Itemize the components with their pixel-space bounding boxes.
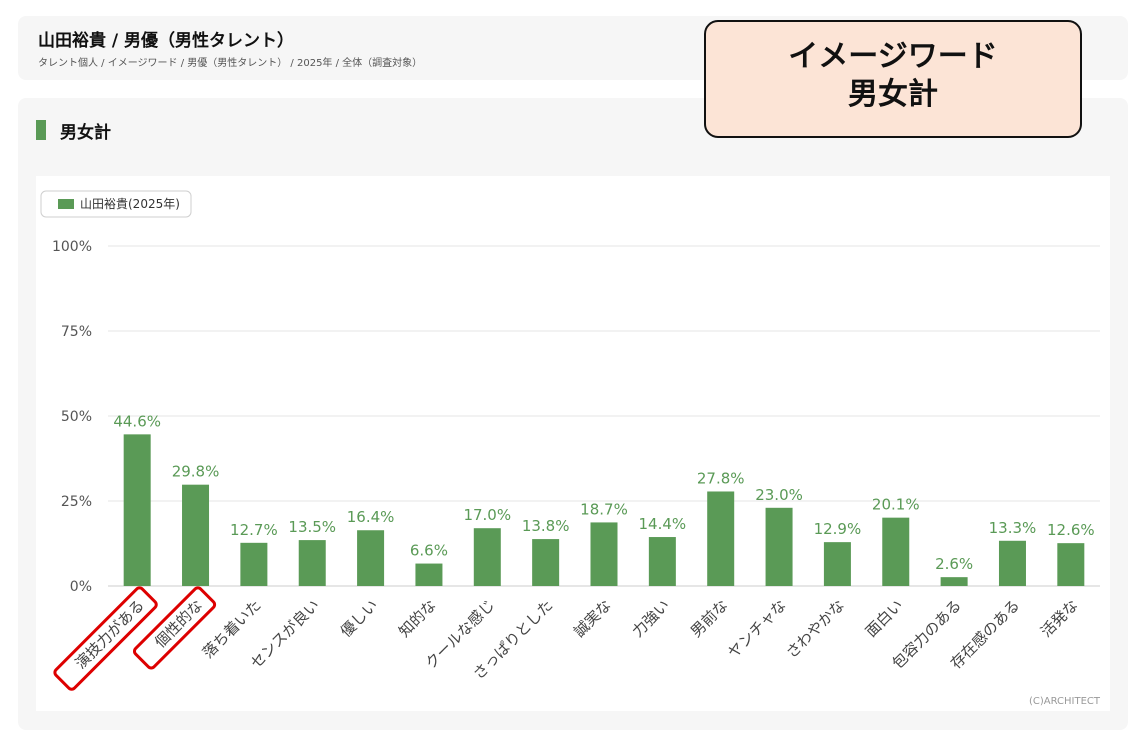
bar — [298, 540, 326, 586]
bar — [648, 537, 676, 586]
category-label: 誠実な — [570, 596, 615, 641]
value-label: 16.4% — [347, 508, 395, 526]
bar — [123, 434, 151, 586]
legend-box — [40, 190, 192, 218]
category-label: 男前な — [687, 596, 732, 641]
legend-label: 山田裕貴(2025年) — [80, 196, 180, 211]
value-label: 12.6% — [1047, 521, 1095, 539]
bar — [765, 507, 793, 586]
bar — [823, 542, 851, 586]
bar — [590, 522, 618, 586]
page-title: 山田裕貴 / 男優（男性タレント） — [38, 31, 295, 51]
legend-swatch — [58, 199, 74, 209]
bar — [357, 530, 385, 586]
y-tick-label: 25% — [61, 494, 92, 510]
category-label: 優しい — [337, 596, 382, 641]
category-label: 活発な — [1037, 596, 1082, 641]
value-label: 27.8% — [697, 469, 745, 487]
value-label: 44.6% — [113, 412, 161, 430]
bar — [415, 563, 443, 586]
value-label: 29.8% — [172, 463, 220, 481]
bar — [532, 539, 560, 586]
value-label: 18.7% — [580, 500, 628, 518]
value-label: 13.8% — [522, 517, 570, 535]
value-label: 6.6% — [410, 542, 448, 560]
bar — [182, 484, 210, 586]
value-label: 2.6% — [935, 555, 973, 573]
highlight-outline — [53, 586, 158, 691]
value-label: 12.7% — [230, 521, 278, 539]
bar — [882, 517, 910, 586]
y-tick-label: 75% — [61, 324, 92, 340]
category-label: 知的な — [395, 596, 440, 641]
value-label: 20.1% — [872, 496, 920, 514]
bar — [707, 491, 735, 586]
category-label: さわやかな — [782, 596, 848, 662]
category-label: 面白い — [862, 596, 907, 641]
callout-line2: 男女計 — [848, 77, 938, 112]
category-label: 演技力がある — [72, 596, 148, 672]
value-label: 12.9% — [814, 520, 862, 538]
highlight-outline — [132, 586, 217, 670]
bar — [473, 528, 501, 586]
section-marker — [36, 120, 46, 140]
y-tick-label: 0% — [70, 579, 92, 595]
y-tick-label: 100% — [52, 239, 92, 255]
section-title: 男女計 — [60, 123, 111, 143]
value-label: 23.0% — [755, 486, 803, 504]
category-label: 力強い — [629, 596, 674, 641]
value-label: 13.3% — [989, 519, 1037, 537]
bar-chart: 0% 25% 50% 75% 100% 山田裕貴(2025年) 44.6% 演技力がある 29.… — [40, 190, 1101, 707]
value-label: 13.5% — [288, 518, 336, 536]
bar — [998, 540, 1026, 586]
breadcrumb: タレント個人 / イメージワード / 男優（男性タレント） / 2025年 / … — [38, 58, 423, 69]
value-label: 17.0% — [463, 506, 511, 524]
bar — [240, 542, 268, 586]
y-tick-label: 50% — [61, 409, 92, 425]
category-label: ヤンチャな — [724, 596, 790, 662]
bar — [940, 577, 968, 586]
credit-text: (C)ARCHITECT — [1029, 696, 1101, 707]
chart-area: 0% 25% 50% 75% 100% 山田裕貴(2025年) 44.6% 演技力がある 29.… — [36, 176, 1110, 711]
image-word-callout: イメージワード 男女計 — [704, 20, 1082, 138]
callout-line1: イメージワード — [788, 39, 998, 74]
chart-card: 男女計 0% 25% 50% 75% 100% 山田裕貴(2025年) 44.6% 演技力があ… — [18, 98, 1128, 730]
value-label: 14.4% — [639, 515, 687, 533]
bar — [1057, 543, 1085, 586]
